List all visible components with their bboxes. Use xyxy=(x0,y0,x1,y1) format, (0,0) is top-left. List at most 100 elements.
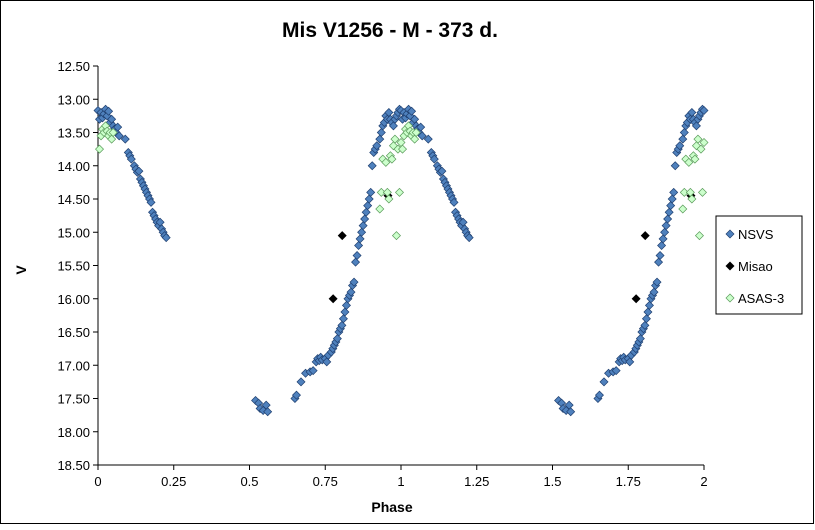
data-point xyxy=(679,187,689,197)
data-point xyxy=(678,134,688,144)
data-point xyxy=(366,187,376,197)
data-point xyxy=(693,134,703,144)
data-point xyxy=(691,121,701,131)
y-tick-label: 16.00 xyxy=(57,292,90,307)
data-point xyxy=(697,187,707,197)
data-point xyxy=(355,234,365,244)
y-axis-label: V xyxy=(13,265,29,275)
data-point xyxy=(658,234,668,244)
data-point xyxy=(376,128,386,137)
data-point xyxy=(161,233,171,243)
legend-label: ASAS-3 xyxy=(738,291,784,306)
legend-marker xyxy=(725,229,735,239)
data-point xyxy=(594,390,604,400)
x-tick-label: 1.75 xyxy=(616,474,641,489)
data-point xyxy=(652,277,662,287)
x-tick-label: 0.25 xyxy=(161,474,186,489)
data-point xyxy=(341,300,351,310)
y-tick-label: 17.00 xyxy=(57,358,90,373)
data-point xyxy=(391,231,401,241)
data-point xyxy=(696,144,706,154)
data-point xyxy=(699,106,709,116)
data-point xyxy=(291,390,301,400)
data-point xyxy=(126,154,136,164)
data-point xyxy=(263,407,273,417)
data-point xyxy=(361,207,371,217)
y-tick-label: 15.50 xyxy=(57,259,90,274)
data-point xyxy=(104,106,114,116)
data-point xyxy=(363,201,373,211)
data-point xyxy=(631,294,641,304)
data-point xyxy=(95,144,105,154)
data-point xyxy=(375,134,385,144)
data-point xyxy=(352,251,362,261)
y-tick-label: 13.00 xyxy=(57,92,90,107)
data-point xyxy=(337,320,347,330)
x-tick-label: 1.5 xyxy=(543,474,561,489)
data-point xyxy=(108,128,118,137)
data-point xyxy=(699,137,709,147)
data-point xyxy=(296,377,306,387)
data-point xyxy=(398,144,408,154)
data-point xyxy=(120,134,130,144)
y-tick-label: 16.50 xyxy=(57,325,90,340)
series-asas-3 xyxy=(95,121,709,241)
data-point xyxy=(358,221,368,231)
data-point xyxy=(670,161,680,171)
data-point xyxy=(388,121,398,131)
data-point xyxy=(416,122,426,132)
data-point xyxy=(349,277,359,287)
data-point xyxy=(364,194,374,204)
data-point xyxy=(640,320,650,330)
data-point xyxy=(328,294,338,304)
x-tick-label: 1 xyxy=(397,474,404,489)
x-tick-label: 0.5 xyxy=(240,474,258,489)
data-point xyxy=(663,214,673,224)
y-tick-label: 14.50 xyxy=(57,192,90,207)
y-ticks: 12.50 13.00 13.50 14.00 14.50 15.00 15.50 16.00… xyxy=(57,59,98,473)
data-point xyxy=(666,201,676,211)
legend: NSVS Misao ASAS-3 xyxy=(715,215,803,315)
legend-label: Misao xyxy=(738,259,773,274)
data-point xyxy=(644,300,654,310)
data-point xyxy=(657,241,667,251)
data-point xyxy=(654,257,664,267)
data-point xyxy=(375,204,385,214)
data-point xyxy=(675,141,685,151)
data-point xyxy=(679,128,689,137)
data-point xyxy=(114,131,124,141)
data-point xyxy=(690,154,700,164)
data-point xyxy=(372,141,382,151)
data-point xyxy=(669,187,679,197)
y-tick-label: 14.00 xyxy=(57,159,90,174)
data-point xyxy=(390,134,400,144)
x-tick-label: 0 xyxy=(94,474,101,489)
y-tick-label: 15.00 xyxy=(57,225,90,240)
data-point xyxy=(332,334,342,344)
data-points xyxy=(93,104,709,417)
data-point xyxy=(107,134,117,144)
data-point xyxy=(354,241,364,251)
data-point xyxy=(635,334,645,344)
data-point xyxy=(641,314,651,324)
series-nsvs xyxy=(93,104,709,417)
data-point xyxy=(611,366,621,376)
data-point xyxy=(346,287,356,297)
data-point xyxy=(384,194,394,204)
y-tick-label: 18.00 xyxy=(57,425,90,440)
x-tick-label: 0.75 xyxy=(313,474,338,489)
data-point xyxy=(410,134,420,144)
data-point xyxy=(678,204,688,214)
data-point xyxy=(381,157,391,167)
data-point xyxy=(308,366,318,376)
data-point xyxy=(664,207,674,217)
data-point xyxy=(423,134,433,144)
data-point xyxy=(625,357,635,367)
data-point xyxy=(649,287,659,297)
data-point xyxy=(340,307,350,317)
legend-marker xyxy=(725,293,735,303)
chart-title: Mis V1256 - M - 373 d. xyxy=(282,19,498,42)
